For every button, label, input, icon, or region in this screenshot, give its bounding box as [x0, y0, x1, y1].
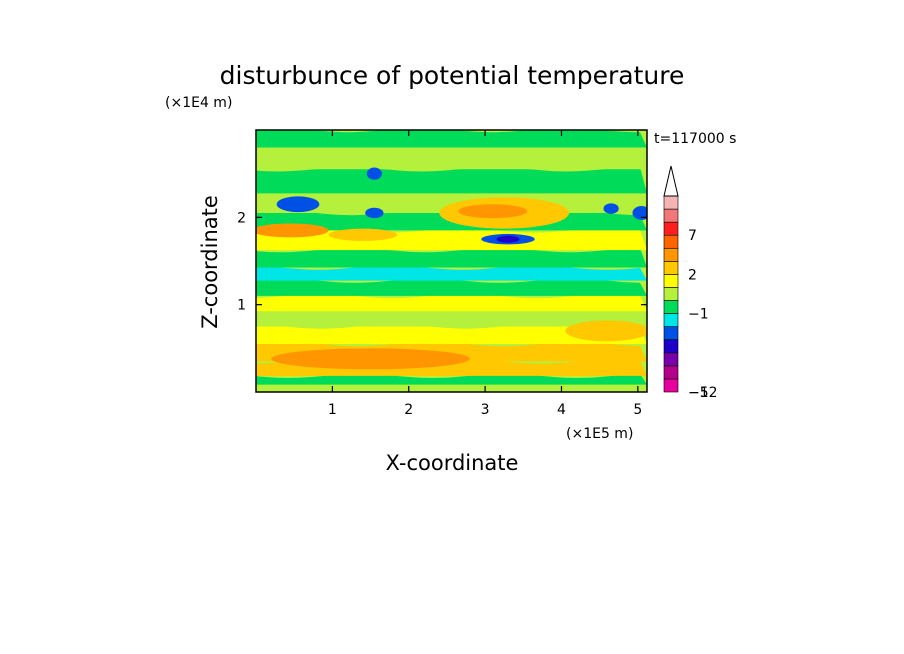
- x-tick-label: 3: [481, 402, 490, 418]
- colorbar-segment: [663, 352, 679, 367]
- colorbar-segment: [663, 365, 679, 380]
- colorbar-extend-arrow: [663, 165, 679, 197]
- plot-frame: [255, 129, 648, 393]
- contour-band: [256, 167, 647, 194]
- colorbar-segment: [663, 339, 679, 354]
- contour-field: [256, 130, 647, 392]
- colorbar-segment: [663, 247, 679, 262]
- chart-title: disturbunce of potential temperature: [220, 61, 685, 90]
- contour-band: [256, 130, 647, 148]
- y-axis-ticks: 12: [237, 210, 647, 314]
- contour-band: [256, 265, 647, 281]
- colorbar-label: −12: [688, 385, 718, 401]
- contour-band: [256, 382, 647, 392]
- contour-feature: [276, 196, 320, 213]
- colorbar-segment: [663, 274, 679, 288]
- contour-band: [256, 278, 647, 296]
- y-unit-label: (×1E4 m): [165, 95, 232, 111]
- colorbar-segment: [663, 287, 679, 301]
- y-tick-label: 2: [237, 210, 246, 226]
- colorbar-segment: [663, 313, 679, 327]
- contour-feature: [366, 167, 383, 180]
- contour-feature: [565, 320, 647, 342]
- x-tick-label: 2: [404, 402, 413, 418]
- contour-feature: [328, 228, 398, 241]
- y-axis-title: Z-coordinate: [198, 195, 222, 329]
- contour-band: [256, 373, 647, 385]
- contour-band: [256, 293, 647, 312]
- contour-feature: [271, 348, 470, 370]
- colorbar-label: 7: [688, 228, 697, 244]
- contour-band: [256, 145, 647, 170]
- colorbar-label: −5: [688, 385, 709, 401]
- y-tick-label: 1: [237, 298, 246, 314]
- contour-feature: [256, 223, 329, 238]
- time-label: t=117000 s: [654, 131, 736, 147]
- colorbar-segment: [663, 261, 679, 275]
- contour-band: [256, 309, 647, 327]
- colorbar-segment: [663, 326, 679, 341]
- contour-band: [256, 324, 647, 344]
- colorbar-segment: [663, 195, 679, 210]
- x-tick-label: 1: [328, 402, 337, 418]
- colorbar-segment: [663, 300, 679, 314]
- x-unit-label: (×1E5 m): [566, 426, 633, 442]
- colorbar: 7 2 −1 −5−12: [663, 165, 718, 401]
- x-tick-label: 4: [557, 402, 566, 418]
- x-axis-title: X-coordinate: [386, 451, 519, 475]
- x-tick-label: 5: [633, 402, 642, 418]
- contour-feature: [496, 235, 520, 243]
- contour-feature: [603, 203, 619, 214]
- colorbar-segment: [663, 208, 679, 223]
- contour-feature: [458, 204, 528, 219]
- colorbar-segment: [663, 221, 679, 236]
- contour-feature: [632, 205, 647, 220]
- colorbar-segment: [663, 378, 679, 393]
- colorbar-segment: [663, 234, 679, 249]
- colorbar-label: 2: [688, 267, 697, 283]
- contour-feature: [365, 207, 384, 219]
- colorbar-label: −1: [688, 307, 709, 323]
- contour-band: [256, 247, 647, 268]
- x-axis-ticks: 1 2 3 4 5: [328, 130, 642, 418]
